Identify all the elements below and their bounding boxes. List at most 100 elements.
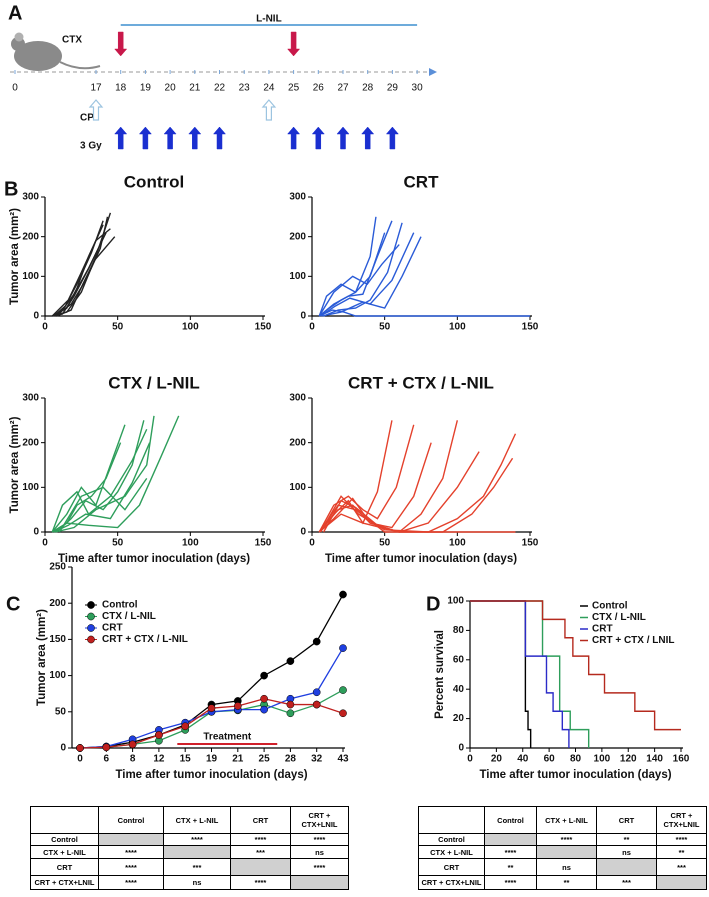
panel-label: A — [8, 2, 22, 24]
timeline-tick-label: 24 — [263, 83, 275, 94]
series-line — [320, 232, 415, 317]
y-axis-label: Tumor area (mm²) — [36, 609, 48, 706]
data-point — [233, 702, 242, 710]
treatment-arrow — [138, 126, 152, 150]
row-header: CRT — [30, 858, 99, 876]
x-tick-label: 0 — [42, 538, 48, 549]
legend-swatch — [87, 601, 95, 609]
x-axis-label: Time after tumor inoculation (days) — [58, 553, 250, 565]
y-tick-label: 200 — [289, 231, 306, 242]
treatment-arrow — [188, 126, 202, 150]
y-tick-label: 60 — [453, 654, 465, 665]
diagonal-cell — [656, 875, 707, 890]
panel-label: B — [4, 178, 18, 200]
significance-cell: **** — [290, 858, 349, 876]
treatment-arrow — [114, 31, 128, 57]
y-tick-label: 50 — [55, 706, 67, 717]
treatment-arrow — [361, 126, 375, 150]
x-tick-label: 140 — [646, 754, 663, 765]
x-tick-label: 40 — [517, 754, 529, 765]
significance-cell: *** — [163, 858, 231, 876]
timeline-tick-label: 27 — [337, 83, 349, 94]
x-tick-label: 60 — [544, 754, 556, 765]
significance-cell: **** — [230, 833, 291, 846]
y-tick-label: 300 — [22, 393, 39, 404]
timeline-tick-label: 18 — [115, 83, 127, 94]
x-tick-label: 0 — [77, 754, 83, 765]
y-tick-label: 300 — [289, 393, 306, 404]
x-tick-label: 150 — [255, 538, 272, 549]
series-line — [51, 224, 104, 317]
y-tick-label: 100 — [22, 271, 39, 282]
series-line — [53, 442, 151, 533]
timeline-tick-label: 20 — [165, 83, 177, 94]
row-header: CRT + CTX+LNIL — [418, 875, 485, 890]
mouse-icon — [11, 32, 101, 71]
column-header: CRT + CTX+LNIL — [290, 806, 349, 834]
significance-cell: **** — [484, 845, 537, 859]
data-point — [128, 740, 137, 749]
significance-cell: *** — [230, 845, 291, 859]
significance-cell: **** — [290, 833, 349, 846]
data-point — [286, 709, 295, 718]
series-line — [52, 232, 107, 317]
panel-label: D — [426, 593, 440, 615]
x-tick-label: 20 — [491, 754, 503, 765]
significance-cell: ns — [596, 845, 657, 859]
x-axis-label: Time after tumor inoculation (days) — [115, 769, 307, 781]
series-line — [51, 415, 180, 533]
data-point — [102, 743, 111, 752]
column-header: CTX + L-NIL — [536, 806, 597, 834]
x-tick-label: 15 — [180, 754, 192, 765]
y-tick-label: 100 — [22, 482, 39, 493]
x-tick-label: 0 — [309, 322, 315, 333]
legend-swatch — [87, 624, 95, 632]
lnil-label: L-NIL — [256, 14, 282, 25]
x-tick-label: 100 — [182, 322, 199, 333]
y-tick-label: 40 — [453, 684, 465, 695]
significance-cell: **** — [163, 833, 231, 846]
series-line — [470, 600, 590, 748]
data-point — [339, 709, 347, 718]
y-tick-label: 0 — [300, 527, 306, 538]
y-axis-label: Tumor area (mm²) — [9, 416, 21, 513]
y-tick-label: 0 — [60, 743, 66, 754]
y-tick-label: 100 — [289, 482, 306, 493]
series-line — [318, 309, 530, 317]
x-tick-label: 21 — [232, 754, 244, 765]
significance-cell: *** — [656, 858, 707, 876]
y-tick-label: 100 — [49, 670, 66, 681]
significance-cell: ns — [163, 875, 231, 890]
timeline-tick-label: 0 — [12, 83, 18, 94]
x-tick-label: 50 — [112, 322, 124, 333]
data-point — [312, 700, 321, 709]
chart-title: CRT + CTX / L-NIL — [348, 373, 494, 392]
y-tick-label: 200 — [22, 437, 39, 448]
chart-title: CRT — [404, 172, 440, 191]
treatment-arrow — [163, 126, 177, 150]
significance-cell: **** — [98, 845, 164, 859]
y-tick-label: 200 — [49, 598, 66, 609]
diagonal-cell — [290, 875, 349, 890]
x-tick-label: 12 — [153, 754, 165, 765]
data-point — [260, 705, 268, 714]
significance-cell: ns — [290, 845, 349, 859]
y-tick-label: 0 — [33, 527, 39, 538]
x-tick-label: 160 — [673, 754, 690, 765]
y-tick-label: 250 — [49, 562, 66, 573]
corner-cell — [30, 806, 99, 834]
series-line — [470, 600, 570, 748]
row-header: CTX + L-NIL — [418, 845, 485, 859]
column-header: CRT — [230, 806, 291, 834]
data-point — [260, 694, 268, 703]
series-line — [470, 600, 681, 731]
series-line — [318, 513, 516, 533]
x-tick-label: 28 — [285, 754, 297, 765]
y-tick-label: 0 — [458, 743, 464, 754]
significance-cell: ** — [656, 845, 707, 859]
diagonal-cell — [596, 858, 657, 876]
legend-label: CRT — [102, 623, 123, 634]
legend-label: Control — [592, 601, 628, 612]
x-tick-label: 80 — [570, 754, 582, 765]
